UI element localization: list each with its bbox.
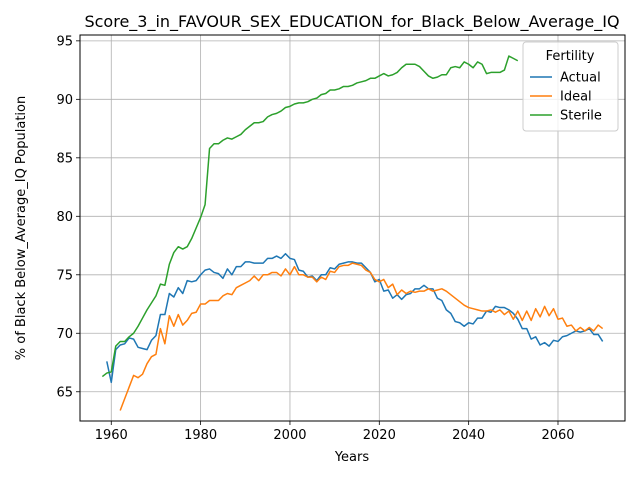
legend-items: Actual Ideal Sterile: [530, 71, 602, 124]
x-tick-label: 2020: [363, 428, 396, 443]
legend-label-ideal: Ideal: [560, 90, 592, 105]
legend-label-actual: Actual: [560, 71, 601, 86]
axis-ticks: 1960 1980 2000 2020 2040 2060 65 70 75 80 85 90 95: [56, 34, 574, 443]
legend: Fertility Actual Ideal Sterile: [522, 41, 619, 132]
chart-title: Score_3_in_FAVOUR_SEX_EDUCATION_for_Blac…: [84, 12, 619, 32]
x-tick-label: 1980: [184, 428, 217, 443]
x-tick-label: 1960: [95, 428, 128, 443]
y-tick-label: 95: [56, 34, 73, 49]
y-tick-label: 70: [56, 327, 73, 342]
y-tick-label: 90: [56, 93, 73, 108]
y-axis-label: % of Black Below_Average_IQ Population: [14, 96, 29, 360]
legend-label-sterile: Sterile: [560, 109, 602, 124]
plot-frame: [79, 34, 626, 422]
legend-title: Fertility: [546, 49, 595, 64]
x-axis-label: Years: [334, 450, 370, 465]
grid-lines: [80, 35, 625, 421]
series-lines: [101, 55, 604, 411]
series-line-sterile: [101, 55, 519, 378]
x-tick-label: 2040: [452, 428, 485, 443]
x-tick-label: 2060: [541, 428, 574, 443]
y-tick-label: 75: [56, 268, 73, 283]
series-line-ideal: [119, 262, 604, 411]
y-tick-label: 65: [56, 385, 73, 400]
x-tick-label: 2000: [273, 428, 306, 443]
y-tick-label: 85: [56, 151, 73, 166]
y-tick-label: 80: [56, 210, 73, 225]
legend-box: [522, 41, 619, 132]
series-line-actual: [106, 252, 604, 384]
